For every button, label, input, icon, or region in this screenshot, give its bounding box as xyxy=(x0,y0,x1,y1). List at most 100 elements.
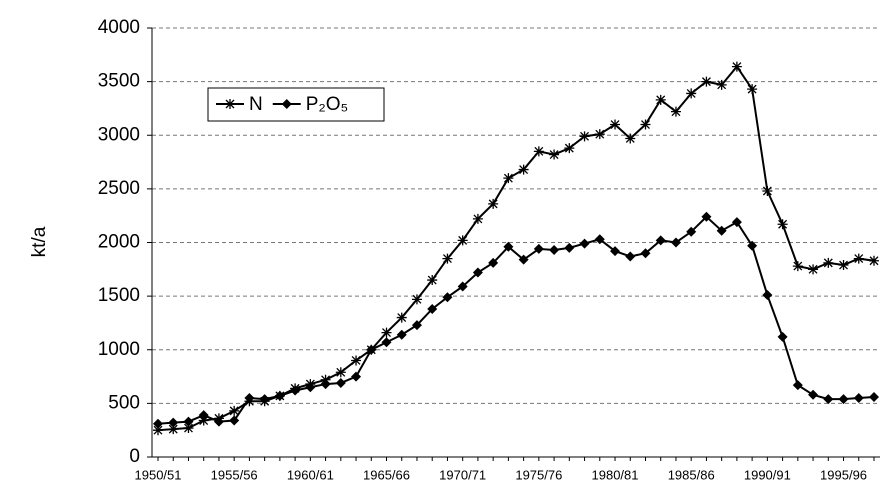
point xyxy=(488,257,499,268)
x-tick-label: 1970/71 xyxy=(439,467,486,482)
point xyxy=(259,394,270,405)
point xyxy=(411,320,422,331)
point xyxy=(225,99,235,109)
point xyxy=(610,246,621,257)
point xyxy=(853,253,864,264)
point xyxy=(564,143,575,154)
y-tick-label: 1000 xyxy=(98,339,140,360)
point xyxy=(457,235,468,246)
point xyxy=(625,251,636,262)
y-tick-label: 500 xyxy=(108,392,140,413)
point xyxy=(183,423,194,434)
x-tick-label: 1960/61 xyxy=(287,467,334,482)
point xyxy=(198,415,209,426)
point xyxy=(229,415,240,426)
point xyxy=(427,303,438,314)
point xyxy=(777,219,788,230)
legend-label: P₂O₅ xyxy=(306,94,348,115)
y-tick-label: 2500 xyxy=(98,178,140,199)
point xyxy=(701,76,712,87)
point xyxy=(792,380,803,391)
x-tick-label: 1995/96 xyxy=(820,467,867,482)
point xyxy=(716,225,727,236)
y-tick-label: 3500 xyxy=(98,71,140,92)
point xyxy=(488,198,499,209)
point xyxy=(153,425,163,436)
point xyxy=(320,379,331,390)
point xyxy=(549,245,560,256)
x-tick-label: 1950/51 xyxy=(135,467,182,482)
point xyxy=(381,327,392,338)
x-tick-label: 1975/76 xyxy=(515,467,562,482)
point xyxy=(762,186,773,197)
point xyxy=(701,211,712,222)
point xyxy=(762,290,773,301)
point xyxy=(808,264,819,275)
point xyxy=(411,294,422,305)
point xyxy=(823,394,834,405)
point xyxy=(731,61,742,72)
series-line xyxy=(157,215,875,425)
point xyxy=(198,410,209,421)
point xyxy=(518,254,529,265)
x-tick-label: 1985/86 xyxy=(668,467,715,482)
y-tick-label: 1500 xyxy=(98,285,140,306)
point xyxy=(640,119,651,130)
point xyxy=(625,133,636,144)
point xyxy=(670,237,681,248)
legend-label: N xyxy=(249,94,263,115)
point xyxy=(686,226,697,237)
y-tick-label: 0 xyxy=(129,446,140,467)
point xyxy=(153,418,163,429)
point xyxy=(655,235,666,246)
point xyxy=(503,241,514,252)
point xyxy=(655,94,666,105)
point xyxy=(777,331,788,342)
point xyxy=(518,164,529,175)
point xyxy=(869,255,879,266)
point xyxy=(472,213,483,224)
point xyxy=(670,106,681,117)
point xyxy=(533,243,544,254)
x-tick-label: 1990/91 xyxy=(744,467,791,482)
y-tick-label: 3000 xyxy=(98,124,140,145)
point xyxy=(183,416,194,427)
point xyxy=(731,217,742,228)
point xyxy=(427,275,438,286)
point xyxy=(594,234,605,245)
point xyxy=(244,393,255,404)
point xyxy=(853,393,864,404)
point xyxy=(335,367,346,378)
point xyxy=(869,391,879,402)
point xyxy=(335,377,346,388)
point xyxy=(792,261,803,272)
point xyxy=(281,99,292,109)
point xyxy=(640,248,651,259)
point xyxy=(290,385,301,396)
point xyxy=(366,344,377,355)
point xyxy=(838,394,849,405)
point xyxy=(686,88,697,99)
point xyxy=(503,173,514,184)
point xyxy=(808,389,819,400)
point xyxy=(168,424,179,435)
point xyxy=(594,129,605,140)
point xyxy=(823,257,834,268)
point xyxy=(396,312,407,323)
x-tick-label: 1965/66 xyxy=(363,467,410,482)
point xyxy=(351,371,362,382)
point xyxy=(457,281,468,292)
point xyxy=(396,329,407,340)
point xyxy=(351,355,362,366)
point xyxy=(168,417,179,428)
point xyxy=(442,292,453,303)
point xyxy=(747,84,758,95)
point xyxy=(442,253,453,264)
point xyxy=(579,238,590,249)
point xyxy=(747,240,758,251)
y-tick-label: 2000 xyxy=(98,232,140,253)
x-tick-label: 1980/81 xyxy=(592,467,639,482)
point xyxy=(564,242,575,253)
point xyxy=(229,405,240,416)
